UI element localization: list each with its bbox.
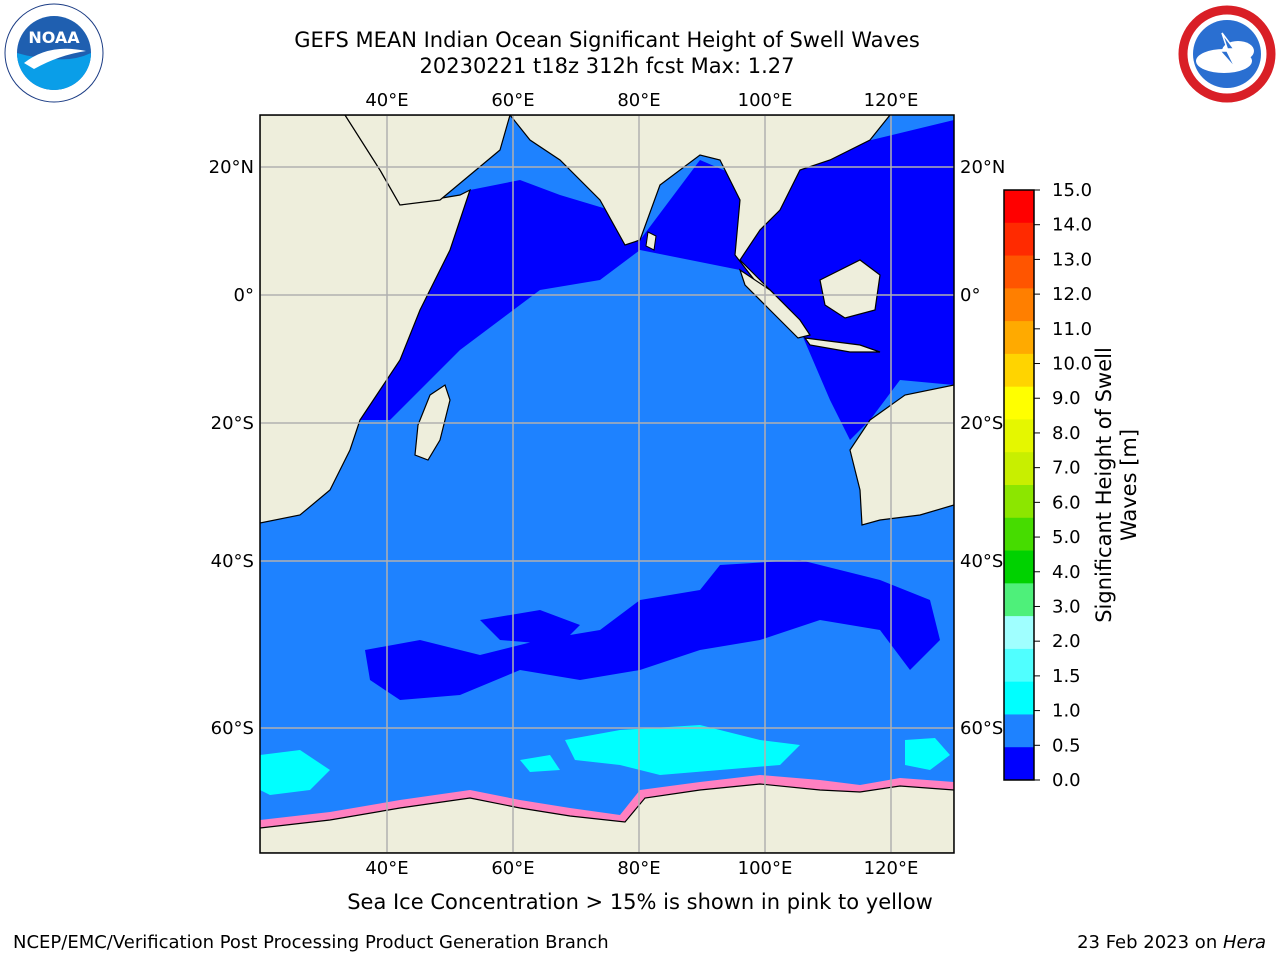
- lat-label-left: 0°: [234, 285, 254, 306]
- colorbar: [1003, 189, 1035, 781]
- colorbar-ticks: 15.0 14.0 13.0 12.0 11.0 10.0 9.0 8.0 7.0 6.0 5.0 4…: [1034, 180, 1092, 791]
- colorbar-tick-label: 12.0: [1052, 284, 1092, 305]
- colorbar-tick-label: 8.0: [1052, 423, 1081, 444]
- nws-logo-icon: [1177, 4, 1277, 104]
- lat-label-right: 0°: [960, 285, 980, 306]
- colorbar-tick-label: 9.0: [1052, 388, 1081, 409]
- low-swell-north: [360, 120, 954, 440]
- lon-label-top: 80°E: [617, 90, 660, 111]
- land-india-asia: [509, 115, 891, 311]
- colorbar-swatch: [1004, 485, 1034, 519]
- low-swell-south: [365, 560, 940, 700]
- noaa-logo-icon: NOAA: [4, 3, 104, 103]
- colorbar-tick-label: 5.0: [1052, 527, 1081, 548]
- swell-band-cyan-west: [260, 750, 330, 795]
- colorbar-tick-label: 4.0: [1052, 562, 1081, 583]
- colorbar-swatch: [1004, 616, 1034, 650]
- colorbar-swatch: [1004, 255, 1034, 289]
- colorbar-swatch: [1004, 321, 1034, 355]
- sea-ice-fringe: [260, 775, 954, 828]
- colorbar-tick-label: 1.5: [1052, 666, 1081, 687]
- land-borneo: [819, 259, 881, 319]
- footer-host: Hera: [1222, 932, 1266, 953]
- lat-label-right: 20°N: [960, 157, 1005, 178]
- lat-label-left: 40°S: [211, 551, 254, 572]
- lon-label-bottom: 80°E: [617, 858, 660, 879]
- svg-text:NOAA: NOAA: [28, 28, 80, 47]
- swell-band-cyan: [565, 725, 800, 775]
- colorbar-swatch: [1004, 583, 1034, 617]
- land-java: [803, 337, 881, 353]
- land-antarctica: [260, 783, 954, 853]
- colorbar-swatch: [1004, 419, 1034, 453]
- chart-subtitle: 20230221 t18z 312h fcst Max: 1.27: [419, 54, 795, 78]
- colorbar-frame: [1003, 189, 1035, 781]
- colorbar-title-line2: Waves [m]: [1117, 428, 1141, 542]
- lon-label-bottom: 120°E: [864, 858, 919, 879]
- lon-label-bottom: 100°E: [738, 858, 793, 879]
- lat-label-right: 40°S: [960, 551, 1003, 572]
- colorbar-tick-label: 15.0: [1052, 180, 1092, 201]
- colorbar-swatch: [1004, 550, 1034, 584]
- graticule: [260, 115, 954, 853]
- colorbar-tick-label: 3.0: [1052, 596, 1081, 617]
- colorbar-swatch: [1004, 353, 1034, 388]
- colorbar-tick-label: 11.0: [1052, 319, 1092, 340]
- colorbar-swatch: [1004, 222, 1034, 257]
- colorbar-swatch: [1004, 190, 1034, 224]
- colorbar-title-line1: Significant Height of Swell: [1092, 347, 1116, 623]
- footer-credit: NCEP/EMC/Verification Post Processing Pr…: [13, 932, 609, 953]
- colorbar-swatch: [1004, 747, 1034, 781]
- colorbar-swatch: [1004, 517, 1034, 552]
- lat-label-right: 20°S: [960, 413, 1003, 434]
- footer-date-text: 23 Feb 2023 on: [1077, 932, 1223, 953]
- colorbar-swatch: [1004, 681, 1034, 715]
- lat-label-left: 20°N: [209, 157, 254, 178]
- colorbar-tick-label: 0.0: [1052, 770, 1081, 791]
- colorbar-tick-label: 0.5: [1052, 735, 1081, 756]
- swell-band-cyan-east: [905, 738, 950, 770]
- colorbar-tick-label: 1.0: [1052, 701, 1081, 722]
- land-sri-lanka: [645, 231, 657, 251]
- lat-label-left: 60°S: [211, 718, 254, 739]
- swell-band-cyan-small: [520, 755, 560, 772]
- colorbar-tick-label: 13.0: [1052, 249, 1092, 270]
- footer-date: 23 Feb 2023 on Hera: [1077, 932, 1266, 953]
- low-swell-patch: [480, 610, 580, 645]
- colorbar-tick-label: 7.0: [1052, 458, 1081, 479]
- map-frame: [259, 114, 955, 854]
- lon-label-top: 120°E: [864, 90, 919, 111]
- chart-title: GEFS MEAN Indian Ocean Significant Heigh…: [294, 28, 920, 52]
- map-area: [260, 115, 954, 853]
- colorbar-swatch: [1004, 714, 1034, 748]
- lat-label-left: 20°S: [211, 413, 254, 434]
- lon-label-top: 40°E: [365, 90, 408, 111]
- colorbar-swatch: [1004, 288, 1034, 322]
- colorbar-swatch: [1004, 386, 1034, 420]
- colorbar-tick-label: 2.0: [1052, 631, 1081, 652]
- lon-label-top: 60°E: [491, 90, 534, 111]
- colorbar-tick-label: 10.0: [1052, 354, 1092, 375]
- sea-ice-note: Sea Ice Concentration > 15% is shown in …: [347, 890, 933, 914]
- land-australia: [849, 384, 954, 526]
- colorbar-tick-label: 6.0: [1052, 492, 1081, 513]
- lon-label-bottom: 60°E: [491, 858, 534, 879]
- lat-label-right: 60°S: [960, 718, 1003, 739]
- colorbar-tick-label: 14.0: [1052, 215, 1092, 236]
- lon-label-top: 100°E: [738, 90, 793, 111]
- colorbar-swatch: [1004, 452, 1034, 486]
- colorbar-swatch: [1004, 648, 1034, 683]
- lon-label-bottom: 40°E: [365, 858, 408, 879]
